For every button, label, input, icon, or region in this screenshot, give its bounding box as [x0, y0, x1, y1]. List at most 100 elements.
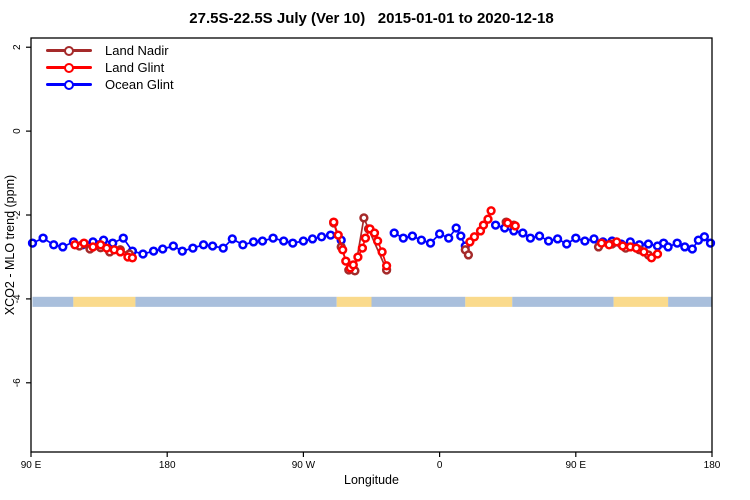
band-segment-ocean [512, 296, 614, 307]
data-point [102, 243, 112, 253]
legend: Land Nadir Land Glint Ocean Glint [46, 43, 174, 92]
data-point [188, 243, 198, 253]
data-point [580, 236, 590, 246]
data-point [687, 244, 697, 254]
data-point [444, 233, 454, 243]
band-segment-ocean [32, 296, 74, 307]
y-tick-label: -2 [12, 210, 23, 219]
data-point [369, 228, 380, 238]
data-point [148, 246, 159, 256]
data-point [389, 228, 399, 238]
y-axis: 2 0 -2 -4 -6 [12, 44, 31, 387]
data-point [680, 242, 690, 252]
series-land-glint [70, 206, 663, 273]
data-point [490, 220, 501, 230]
data-point [49, 240, 59, 250]
data-point [596, 238, 607, 248]
data-point [451, 223, 461, 233]
data-point [307, 234, 318, 244]
land-nadir-marker-icon [46, 45, 92, 56]
y-axis-title: XCO2 - MLO trend (ppm) [3, 174, 17, 316]
data-point [333, 230, 343, 240]
data-point [360, 233, 371, 243]
data-point [341, 256, 351, 266]
data-point [27, 238, 38, 248]
band-segment-land [465, 296, 513, 307]
y-tick-label: 2 [12, 44, 23, 50]
data-point [38, 233, 48, 243]
data-point [372, 236, 383, 246]
band-segment-land [73, 296, 136, 307]
data-point [115, 247, 125, 257]
data-point [518, 228, 528, 238]
data-point [618, 241, 628, 251]
data-point [469, 232, 480, 242]
x-tick-label: 180 [704, 460, 721, 471]
data-point [279, 236, 289, 246]
data-point [483, 214, 493, 224]
x-tick-label: 90 E [566, 460, 587, 471]
x-tick-label: 180 [159, 460, 176, 471]
data-point [353, 252, 363, 262]
data-point [338, 245, 348, 255]
data-point [652, 249, 663, 259]
data-point [631, 243, 641, 253]
band-segment-land [613, 296, 669, 307]
data-point [552, 234, 563, 244]
data-point [198, 240, 209, 250]
x-axis-title: Longitude [344, 473, 399, 487]
data-point [643, 239, 654, 249]
data-point [534, 231, 545, 241]
data-point [257, 236, 268, 246]
data-point [416, 235, 427, 245]
data-point [503, 218, 513, 228]
data-point [604, 240, 614, 250]
legend-label: Land Nadir [105, 43, 169, 58]
band-segment-ocean [371, 296, 466, 307]
data-point [510, 221, 520, 231]
data-point [298, 236, 309, 246]
data-point [248, 237, 259, 247]
x-axis: 90 E 180 90 W 0 90 E 180 [21, 452, 721, 471]
legend-label: Land Glint [105, 60, 165, 75]
data-point [79, 238, 89, 248]
data-point [562, 239, 572, 249]
data-point [127, 253, 138, 263]
data-point [218, 243, 228, 253]
data-point [407, 231, 418, 241]
land-glint-marker-icon [46, 62, 92, 73]
data-point [571, 233, 581, 243]
plot-border [30, 37, 713, 453]
data-point [88, 242, 98, 252]
data-point [207, 241, 218, 251]
legend-item-ocean-glint: Ocean Glint [46, 77, 174, 92]
data-point [478, 220, 489, 230]
y-tick-label: -4 [12, 294, 23, 303]
y-tick-label: -6 [12, 378, 23, 387]
data-point [238, 240, 248, 250]
coverage-band [32, 296, 712, 307]
data-point [177, 246, 187, 256]
data-point [168, 241, 178, 251]
data-point [663, 242, 673, 252]
data-point [348, 260, 358, 270]
data-point [359, 213, 369, 223]
data-point [118, 233, 128, 243]
data-point [425, 238, 436, 248]
band-segment-ocean [668, 296, 712, 307]
legend-item-land-glint: Land Glint [46, 60, 174, 75]
data-point [672, 238, 682, 248]
legend-item-land-nadir: Land Nadir [46, 43, 174, 58]
legend-label: Ocean Glint [105, 77, 174, 92]
data-point [329, 217, 339, 227]
data-point [158, 244, 168, 254]
data-point [456, 231, 466, 241]
x-tick-label: 0 [437, 460, 443, 471]
x-tick-label: 90 W [292, 460, 316, 471]
data-point [398, 233, 408, 243]
data-point [434, 229, 445, 239]
x-tick-label: 90 E [21, 460, 42, 471]
data-point [357, 243, 368, 253]
